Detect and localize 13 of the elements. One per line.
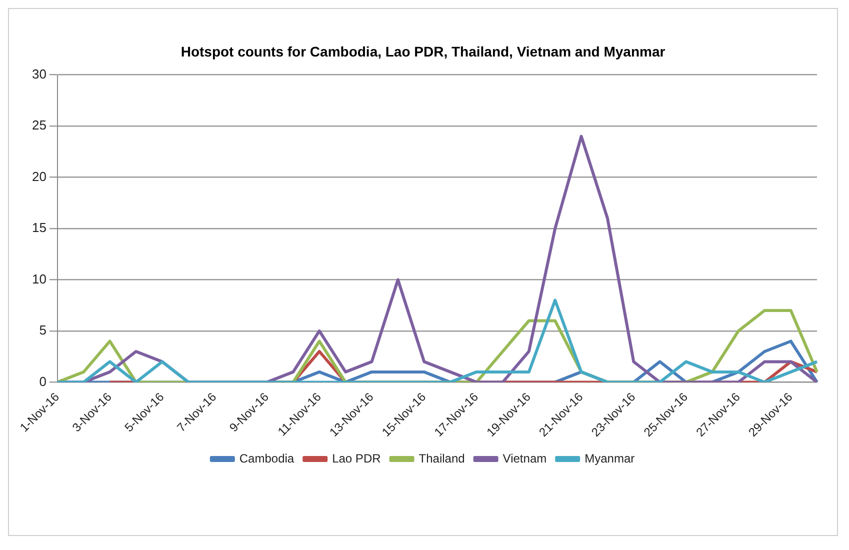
y-tick-label: 30	[32, 66, 46, 82]
y-tick-label: 5	[39, 322, 46, 338]
y-tick-label: 10	[32, 271, 46, 286]
legend-label: Myanmar	[584, 451, 635, 466]
y-tick-label: 15	[32, 220, 46, 236]
legend-label: Cambodia	[239, 451, 294, 466]
y-tick-label: 25	[32, 118, 46, 133]
legend-label: Thailand	[418, 451, 465, 466]
chart-title: Hotspot counts for Cambodia, Lao PDR, Thailand, Vietnam and Myanmar	[180, 43, 666, 60]
y-tick-label: 0	[39, 374, 46, 389]
y-tick-label: 20	[32, 168, 46, 184]
legend-label: Vietnam	[502, 451, 547, 466]
legend-label: Lao PDR	[332, 451, 382, 466]
